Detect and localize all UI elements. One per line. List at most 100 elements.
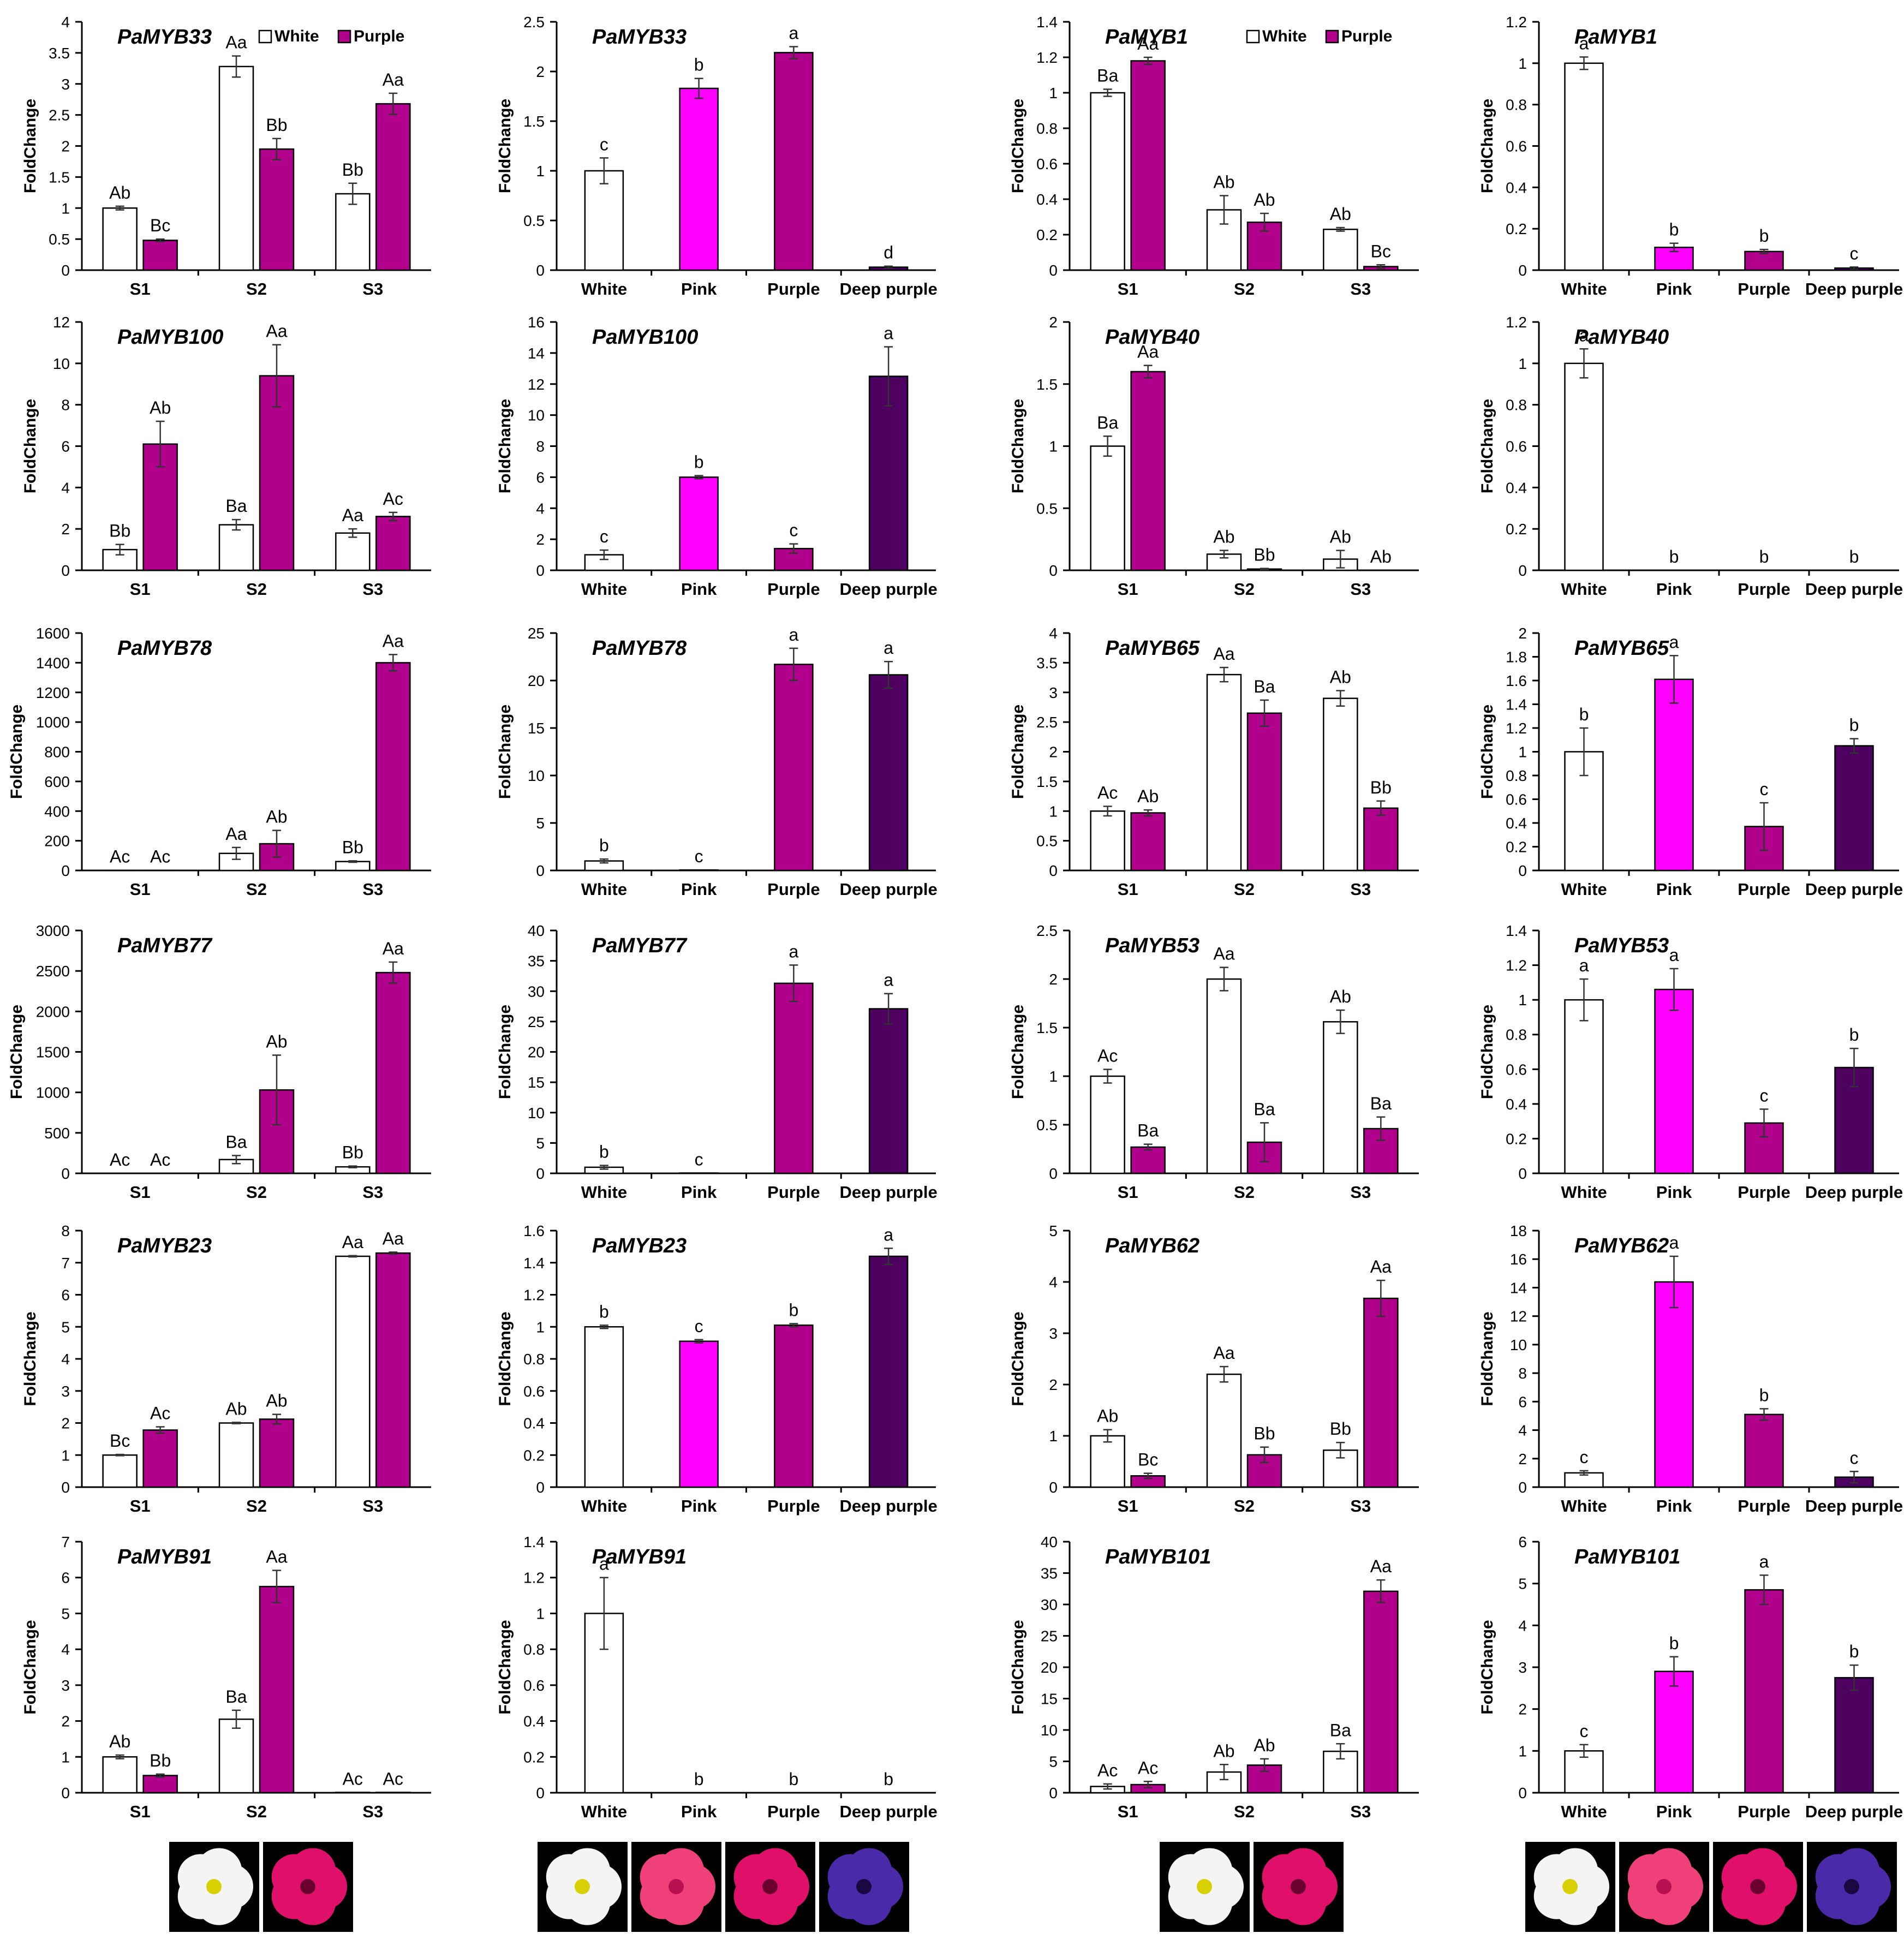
bar — [1130, 1146, 1166, 1174]
bar — [1090, 445, 1125, 571]
y-tick-label: 0 — [536, 862, 545, 879]
x-tick-label: Pink — [681, 1496, 717, 1516]
bar — [1090, 810, 1125, 872]
significance-label: b — [1759, 547, 1769, 566]
x-tick-label: Purple — [1738, 1802, 1790, 1821]
y-tick-label: 0 — [1518, 1165, 1527, 1182]
chart-c1: 0 0.5 1 1.5 2 2.5 FoldChange PaMYB33 White c Pink b… — [496, 14, 938, 299]
bar — [335, 532, 371, 571]
significance-label: Bb — [1254, 545, 1275, 565]
significance-label: Bb — [1254, 1424, 1275, 1443]
y-tick-label: 7 — [61, 1534, 70, 1550]
y-tick-label: 0.5 — [49, 231, 70, 248]
chart-c21: 0 0.2 0.4 0.6 0.8 1 1.2 1.4 FoldChange PaMYB91 Whi… — [496, 1534, 938, 1821]
x-tick-label: S1 — [1118, 279, 1138, 299]
significance-label: Ab — [1254, 190, 1275, 210]
x-tick-label: Pink — [681, 279, 717, 299]
y-tick-label: 1 — [536, 163, 545, 180]
y-tick-label: 2.5 — [523, 14, 545, 31]
significance-label: Ab — [1213, 527, 1234, 547]
y-tick-label: 1 — [1049, 438, 1058, 455]
chart-c22: 0 5 10 15 20 25 30 35 40 FoldChange PaMYB101 S1 Ac Ac… — [1009, 1534, 1419, 1821]
x-tick-label: S1 — [1118, 1802, 1138, 1821]
y-tick-label: 1600 — [36, 625, 70, 642]
significance-label: d — [884, 243, 893, 262]
x-tick-label: Purple — [1738, 1496, 1790, 1516]
significance-label: Bb — [342, 837, 363, 857]
y-tick-label: 1 — [1049, 803, 1058, 820]
flower-center — [1750, 1879, 1765, 1894]
y-tick-label: 0.2 — [1506, 839, 1527, 856]
significance-label: Ba — [1097, 66, 1118, 86]
bar — [1834, 745, 1874, 872]
significance-label: Bb — [342, 160, 363, 180]
significance-label: Aa — [383, 1228, 404, 1248]
significance-label: b — [1759, 226, 1769, 246]
significance-label: Ba — [1254, 1099, 1275, 1119]
y-tick-label: 0 — [61, 1479, 70, 1496]
y-tick-label: 6 — [61, 438, 70, 455]
significance-label: b — [1849, 1642, 1859, 1661]
significance-label: a — [789, 941, 798, 961]
x-tick-label: Deep purple — [1805, 880, 1903, 899]
significance-label: b — [884, 1769, 893, 1789]
bar — [1834, 1677, 1874, 1794]
x-tick-label: White — [581, 880, 627, 899]
chart-c9: 0 5 10 15 20 25 FoldChange PaMYB78 White b Pink c Pu… — [496, 625, 938, 899]
y-tick-label: 1.6 — [1506, 672, 1527, 689]
bar — [259, 1585, 295, 1794]
significance-label: Ba — [225, 1132, 247, 1152]
x-tick-label: Purple — [1738, 580, 1790, 599]
y-tick-label: 1.5 — [523, 113, 545, 130]
chart-c18: 0 1 2 3 4 5 FoldChange PaMYB62 S1 Ab Bc S2 Aa Bb S3 Bb A… — [1009, 1222, 1419, 1516]
y-tick-label: 1.4 — [1506, 696, 1527, 713]
chart-c13: 0 5 10 15 20 25 30 35 40 FoldChange PaMYB77 White b P… — [496, 922, 938, 1202]
significance-label: Ab — [1137, 786, 1159, 806]
x-tick-label: S1 — [130, 1183, 151, 1202]
significance-label: Aa — [1370, 1257, 1392, 1276]
significance-label: Bb — [109, 521, 130, 541]
y-tick-label: 1 — [1518, 992, 1527, 1009]
significance-label: Aa — [266, 1547, 287, 1567]
bar — [1564, 1750, 1604, 1794]
y-tick-label: 1.2 — [1036, 49, 1058, 66]
chart-title: PaMYB23 — [117, 1234, 212, 1257]
x-tick-label: S1 — [130, 580, 151, 599]
significance-label: Ba — [1097, 413, 1118, 432]
y-tick-label: 1 — [1518, 744, 1527, 761]
flower-strip — [538, 1842, 909, 1932]
y-tick-label: 1.2 — [1506, 314, 1527, 331]
y-tick-label: 0 — [61, 862, 70, 879]
y-tick-label: 4 — [61, 1351, 70, 1368]
y-tick-label: 0.2 — [1506, 521, 1527, 538]
bar — [218, 852, 254, 872]
x-tick-label: S3 — [1350, 880, 1371, 899]
bar — [218, 65, 254, 271]
significance-label: Aa — [1137, 342, 1159, 362]
y-tick-label: 6 — [536, 469, 545, 486]
significance-label: a — [884, 638, 893, 658]
y-tick-label: 0.6 — [523, 1677, 545, 1694]
x-tick-label: S1 — [1118, 580, 1138, 599]
bar — [1206, 978, 1242, 1174]
significance-label: Ba — [1330, 1720, 1351, 1740]
bar — [1323, 697, 1358, 872]
bar — [584, 170, 624, 271]
y-tick-label: 25 — [528, 625, 545, 642]
y-tick-label: 3 — [61, 1383, 70, 1400]
chart-title: PaMYB53 — [1105, 934, 1199, 957]
x-tick-label: White — [1561, 580, 1607, 599]
significance-label: Ab — [1213, 1741, 1234, 1761]
y-tick-label: 0 — [1049, 1785, 1058, 1801]
y-tick-label: 0.2 — [1506, 220, 1527, 237]
bar — [335, 1792, 371, 1794]
x-tick-label: White — [1561, 1496, 1607, 1516]
significance-label: b — [694, 1769, 704, 1789]
bar — [102, 1454, 138, 1488]
y-tick-label: 4 — [61, 14, 70, 31]
y-tick-label: 0 — [61, 262, 70, 279]
x-tick-label: S1 — [130, 1802, 151, 1821]
bar — [102, 207, 138, 271]
y-tick-label: 1.4 — [523, 1534, 545, 1550]
